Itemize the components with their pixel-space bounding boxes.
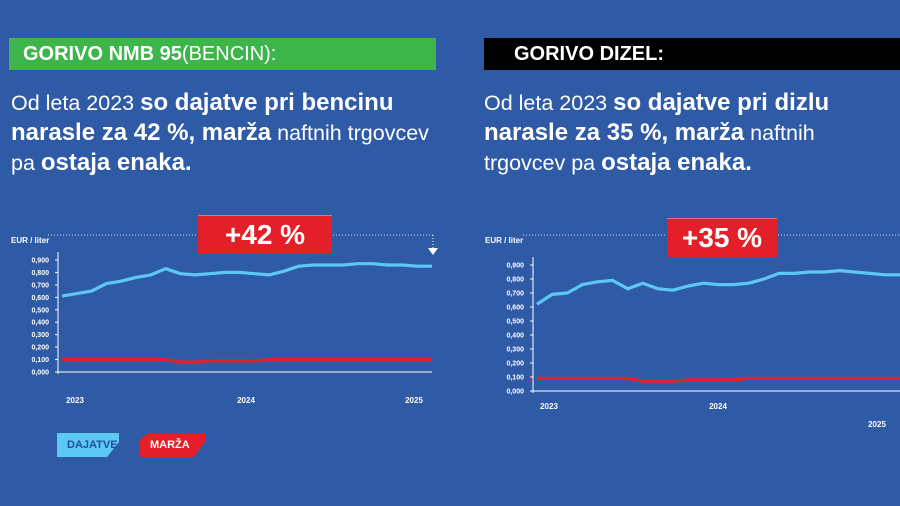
y-tick-label: 0,600 xyxy=(506,305,524,312)
series-line-dajatve xyxy=(61,262,432,298)
left-panel-bencin: GORIVO NMB 95 (BENCIN): Od leta 2023 so … xyxy=(9,38,441,458)
x-tick-label: 2025 xyxy=(868,420,886,429)
right-header-bold: GORIVO DIZEL: xyxy=(514,42,664,65)
y-tick-label: 0,300 xyxy=(506,347,524,354)
right-lead-b2: ostaja enaka. xyxy=(601,149,752,176)
left-lead-b2: ostaja enaka. xyxy=(40,149,192,176)
series-line-mara xyxy=(62,358,432,364)
y-tick-label: 0,800 xyxy=(506,277,524,284)
y-tick-label: 0,100 xyxy=(506,375,524,382)
x-tick-label: 2023 xyxy=(540,402,558,411)
x-tick-label: 2024 xyxy=(709,402,727,411)
x-tick-label: 2024 xyxy=(237,396,255,405)
y-tick-label: 0,600 xyxy=(31,295,49,302)
y-tick-label: 0,100 xyxy=(31,357,49,364)
y-axis-label: EUR / liter xyxy=(485,236,523,245)
y-tick-label: 0,400 xyxy=(31,320,49,327)
y-tick-label: 0,700 xyxy=(31,282,49,289)
right-increase-badge: +35 % xyxy=(667,218,777,257)
left-header-bar: GORIVO NMB 95 (BENCIN): xyxy=(9,38,436,70)
series-line-dajatve xyxy=(536,268,900,306)
left-increase-badge: +42 % xyxy=(198,215,332,254)
legend-dajatve: DAJATVE xyxy=(57,430,119,458)
left-lead-text: Od leta 2023 so dajatve pri bencinu nara… xyxy=(11,88,441,178)
legend-marza: MARŽA xyxy=(140,430,206,458)
legend-dajatve-label: DAJATVE xyxy=(67,439,118,451)
legend-marza-label: MARŽA xyxy=(150,439,190,451)
y-tick-label: 0,500 xyxy=(506,319,524,326)
y-tick-label: 0,200 xyxy=(506,361,524,368)
right-lead-b1: so dajatve pri dizlu narasle za 35 %, ma… xyxy=(484,89,830,146)
guide-arrow-icon xyxy=(428,248,438,255)
left-lead-t2: naftnih trgovcev pa xyxy=(11,121,429,175)
x-tick-label: 2025 xyxy=(405,396,423,405)
left-header-bold: GORIVO NMB 95 xyxy=(23,42,182,65)
right-panel-dizel: GORIVO DIZEL: Od leta 2023 so dajatve pr… xyxy=(450,0,900,506)
y-tick-label: 0,900 xyxy=(31,258,49,265)
y-tick-label: 0,200 xyxy=(31,345,49,352)
x-tick-label: 2023 xyxy=(66,396,84,405)
right-lead-t1: Od leta 2023 xyxy=(484,91,614,115)
y-axis-label: EUR / liter xyxy=(11,236,49,245)
y-tick-label: 0,400 xyxy=(506,333,524,340)
y-tick-label: 0,900 xyxy=(506,263,524,270)
left-lead-t1: Od leta 2023 xyxy=(11,91,141,115)
right-header-bar: GORIVO DIZEL: xyxy=(484,38,900,70)
y-tick-label: 0,500 xyxy=(31,307,49,314)
legend-dajatve-swatch xyxy=(57,433,119,457)
right-lead-text: Od leta 2023 so dajatve pri dizlu narasl… xyxy=(484,88,900,178)
left-chart: EUR / liter 0,000 0,100 0,200 0,300 0,400 0,50… xyxy=(11,234,438,405)
left-header-light: (BENCIN): xyxy=(181,42,277,65)
series-line-mara xyxy=(537,376,900,383)
legend-marza-swatch xyxy=(140,433,206,457)
y-tick-label: 0,300 xyxy=(31,332,49,339)
y-tick-label: 0,000 xyxy=(31,370,49,377)
left-lead-b1: so dajatve pri bencinu narasle za 42 %, … xyxy=(11,89,394,146)
right-chart: EUR / liter 0,000 0,100 0,200 0,300 0,400 0,50… xyxy=(485,234,900,429)
y-tick-label: 0,000 xyxy=(506,389,524,396)
right-lead-t2: naftnih trgovcev pa xyxy=(484,121,815,175)
y-tick-label: 0,800 xyxy=(31,270,49,277)
y-tick-label: 0,700 xyxy=(506,291,524,298)
